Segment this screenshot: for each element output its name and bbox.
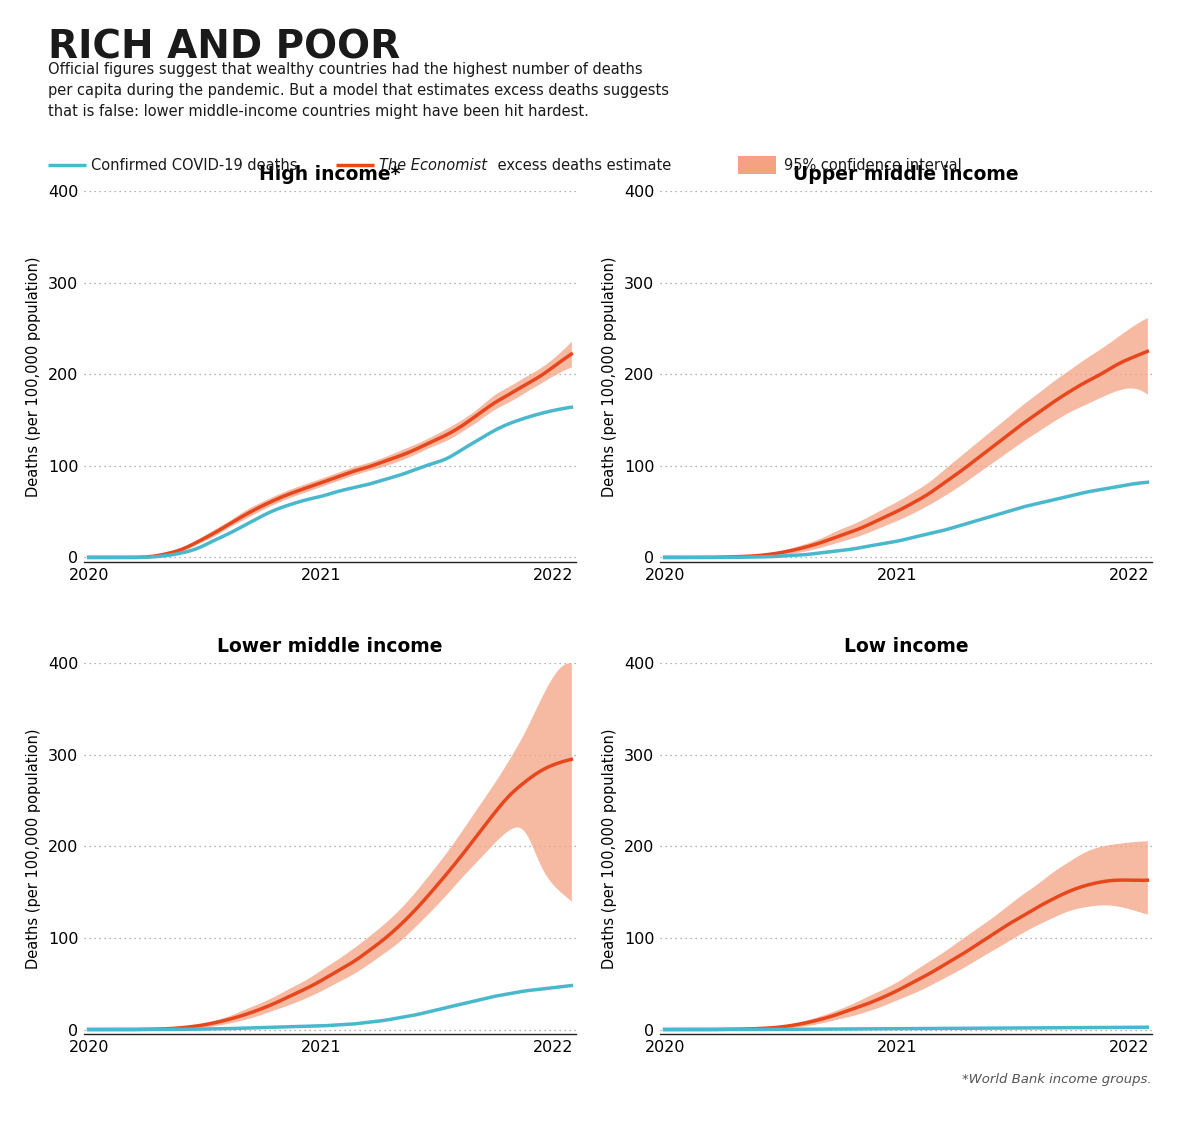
Title: Low income: Low income — [844, 637, 968, 656]
Y-axis label: Deaths (per 100,000 population): Deaths (per 100,000 population) — [602, 728, 617, 969]
Title: Lower middle income: Lower middle income — [217, 637, 443, 656]
Text: The Economist: The Economist — [379, 157, 487, 173]
Text: *World Bank income groups.: *World Bank income groups. — [962, 1073, 1152, 1087]
Title: Upper middle income: Upper middle income — [793, 165, 1019, 184]
Text: RICH AND POOR: RICH AND POOR — [48, 28, 400, 66]
Y-axis label: Deaths (per 100,000 population): Deaths (per 100,000 population) — [26, 256, 41, 497]
Y-axis label: Deaths (per 100,000 population): Deaths (per 100,000 population) — [602, 256, 617, 497]
Text: Confirmed COVID-19 deaths: Confirmed COVID-19 deaths — [91, 157, 298, 173]
Title: High income*: High income* — [259, 165, 401, 184]
Y-axis label: Deaths (per 100,000 population): Deaths (per 100,000 population) — [26, 728, 41, 969]
Text: 95% confidence interval: 95% confidence interval — [784, 157, 961, 173]
Text: Official figures suggest that wealthy countries had the highest number of deaths: Official figures suggest that wealthy co… — [48, 62, 670, 119]
Text: excess deaths estimate: excess deaths estimate — [493, 157, 672, 173]
